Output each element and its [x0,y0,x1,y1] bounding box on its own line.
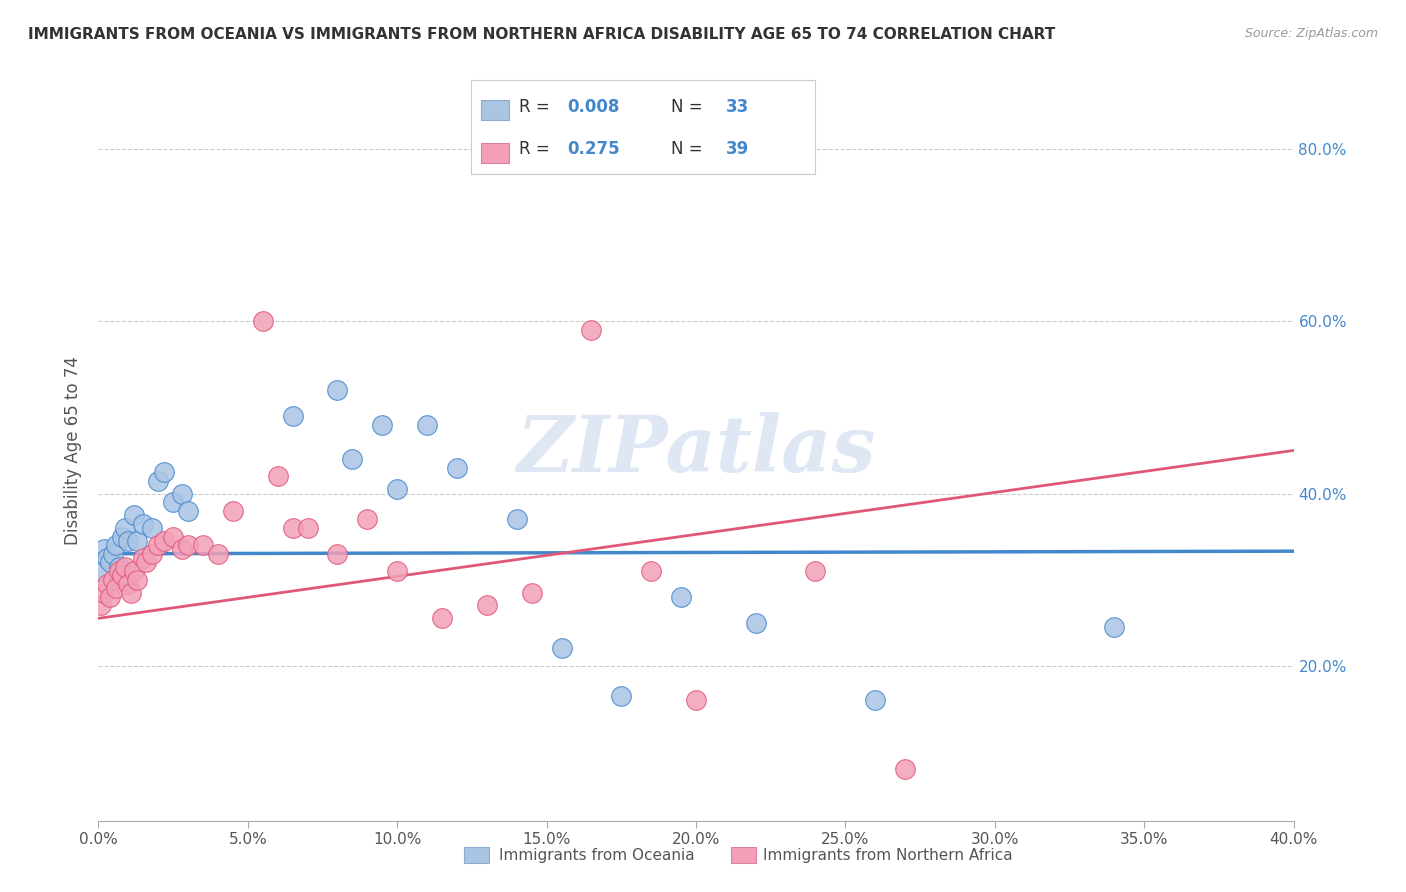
Point [177,504,200,518]
Point [745,615,768,630]
Point [124,508,146,522]
Y-axis label: Disability Age 65 to 74: Disability Age 65 to 74 [65,356,83,545]
Point [297,521,319,535]
Text: 39: 39 [725,140,749,158]
Point [111,568,134,582]
Point [865,693,887,707]
Point [1104,620,1126,634]
Text: Source: ZipAtlas.com: Source: ZipAtlas.com [1244,27,1378,40]
Point [111,530,134,544]
Point [148,538,170,552]
Point [114,521,136,535]
Point [385,482,409,496]
Point [804,564,827,578]
Point [141,547,163,561]
Point [141,521,163,535]
Point [894,762,917,776]
Text: Immigrants from Northern Africa: Immigrants from Northern Africa [763,848,1014,863]
Point [430,611,453,625]
Point [117,577,139,591]
Point [385,564,409,578]
Point [416,417,439,432]
Point [520,585,543,599]
Point [640,564,662,578]
Point [550,641,572,656]
Point [103,573,125,587]
Text: 33: 33 [725,97,749,115]
Text: 0.008: 0.008 [568,97,620,115]
Text: IMMIGRANTS FROM OCEANIA VS IMMIGRANTS FROM NORTHERN AFRICA DISABILITY AGE 65 TO : IMMIGRANTS FROM OCEANIA VS IMMIGRANTS FR… [28,27,1056,42]
Point [342,452,364,467]
Point [96,551,118,566]
Point [96,577,118,591]
Point [581,323,603,337]
Point [371,417,394,432]
Point [446,460,468,475]
Bar [481,100,509,120]
Point [685,693,707,707]
Point [127,573,149,587]
Text: R =: R = [519,140,555,158]
Text: 0.275: 0.275 [568,140,620,158]
Point [207,547,229,561]
Point [93,585,115,599]
Point [98,555,122,569]
Point [475,599,498,613]
Point [148,474,170,488]
Bar [481,143,509,162]
Point [114,559,136,574]
Point [108,564,131,578]
Point [222,504,245,518]
Point [153,533,176,548]
Point [124,564,146,578]
Point [162,530,184,544]
Text: Immigrants from Oceania: Immigrants from Oceania [499,848,695,863]
Point [172,486,194,500]
Text: ZIPatlas: ZIPatlas [516,412,876,489]
Point [117,533,139,548]
Point [90,599,112,613]
Point [172,542,194,557]
Point [90,564,112,578]
Point [356,512,378,526]
Point [326,547,349,561]
Point [135,555,157,569]
Point [506,512,529,526]
Text: R =: R = [519,97,555,115]
Point [153,465,176,479]
Point [127,533,149,548]
Point [177,538,200,552]
Point [103,547,125,561]
Point [191,538,214,552]
Point [281,521,304,535]
Text: N =: N = [671,140,707,158]
Point [252,314,274,328]
Point [669,590,692,604]
Point [105,581,128,595]
Point [162,495,184,509]
Point [132,516,155,531]
Text: N =: N = [671,97,707,115]
Point [132,551,155,566]
Point [120,585,142,599]
Point [93,542,115,557]
Point [281,409,304,423]
Point [105,538,128,552]
Point [108,559,131,574]
Point [267,469,290,483]
Point [326,383,349,397]
Point [610,689,633,703]
Point [98,590,122,604]
